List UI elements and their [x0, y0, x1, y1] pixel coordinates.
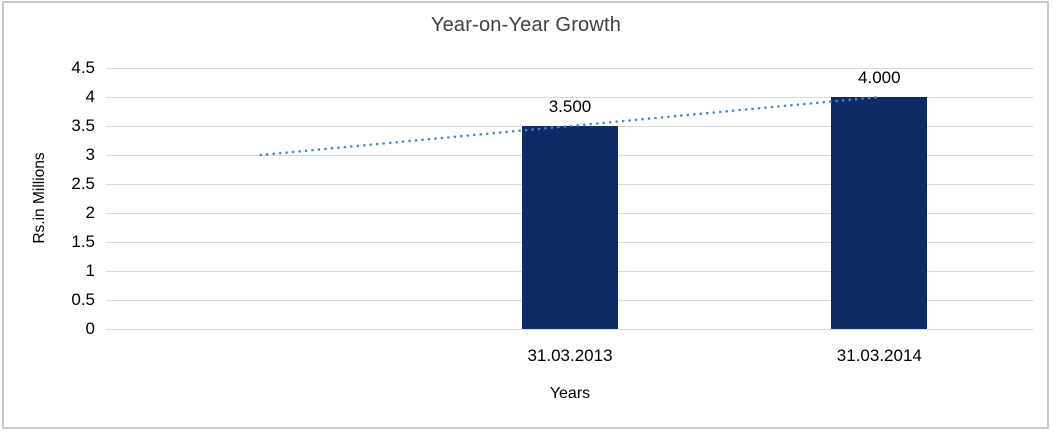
x-axis-tick-label: 31.03.2014 — [836, 346, 922, 365]
chart-title: Year-on-Year Growth — [430, 14, 622, 36]
x-axis-tick-label: 31.03.2013 — [527, 346, 613, 365]
y-axis-tick-label: 2.5 — [71, 174, 95, 193]
y-axis-tick-label: 4.5 — [71, 58, 95, 77]
gridline — [106, 67, 1034, 69]
y-axis-tick-label: 1 — [85, 261, 95, 280]
y-axis-tick-label: 3.5 — [71, 116, 95, 135]
y-axis-tick-label: 0 — [85, 319, 95, 338]
data-label: 4.000 — [858, 68, 901, 87]
bar-31.03.2013 — [522, 126, 618, 329]
y-axis-title: Rs.in Millions — [31, 152, 48, 244]
y-axis-tick-label: 3 — [85, 145, 95, 164]
y-axis-tick-label: 4 — [85, 87, 95, 106]
bar-31.03.2014 — [831, 97, 928, 329]
x-axis-title: Years — [549, 385, 591, 402]
y-axis-tick-label: 0.5 — [71, 290, 95, 309]
gridline — [106, 328, 1034, 330]
data-label: 3.500 — [548, 97, 592, 116]
y-axis-tick-label: 2 — [85, 203, 95, 222]
y-axis-tick-label: 1.5 — [71, 232, 95, 251]
